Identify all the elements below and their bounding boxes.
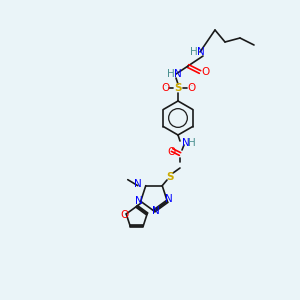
Text: O: O bbox=[161, 83, 169, 93]
Text: O: O bbox=[168, 147, 176, 157]
Text: S: S bbox=[174, 83, 182, 93]
Text: N: N bbox=[165, 194, 173, 204]
Text: N: N bbox=[134, 179, 142, 189]
Text: H: H bbox=[167, 69, 175, 79]
Text: O: O bbox=[188, 83, 196, 93]
Text: N: N bbox=[135, 196, 142, 206]
Text: H: H bbox=[188, 138, 196, 148]
Text: S: S bbox=[166, 172, 174, 182]
Text: H: H bbox=[190, 47, 198, 57]
Text: O: O bbox=[120, 210, 128, 220]
Text: :: : bbox=[190, 82, 192, 88]
Text: N: N bbox=[174, 69, 182, 79]
Text: N: N bbox=[197, 47, 205, 57]
Text: :: : bbox=[164, 82, 166, 88]
Text: N: N bbox=[152, 206, 160, 216]
Text: O: O bbox=[201, 67, 209, 77]
Text: N: N bbox=[182, 138, 190, 148]
